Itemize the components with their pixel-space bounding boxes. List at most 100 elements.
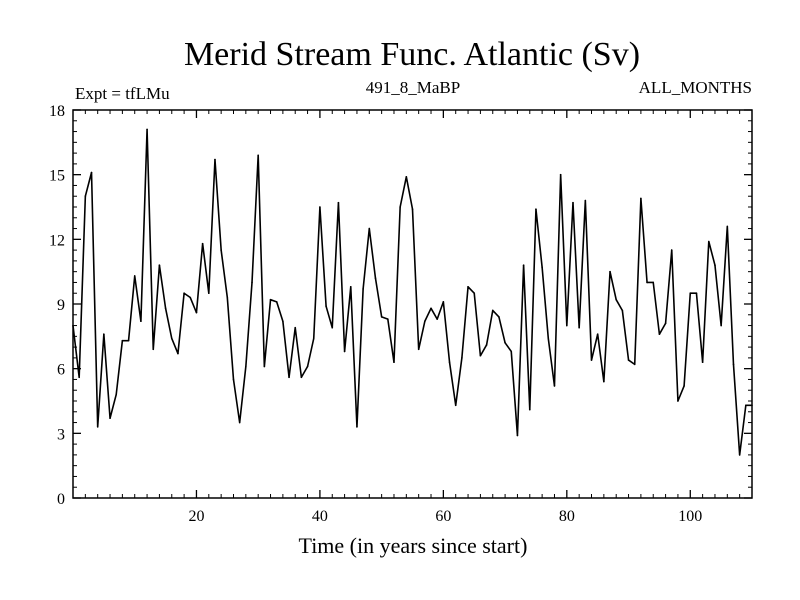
data-point <box>553 385 556 387</box>
data-point <box>664 322 667 325</box>
data-point <box>417 348 420 351</box>
series-line <box>72 128 752 456</box>
data-point <box>473 292 476 295</box>
chart-title: Merid Stream Func. Atlantic (Sv) <box>184 36 640 73</box>
data-point <box>208 292 210 295</box>
data-point <box>646 281 648 284</box>
y-tick-label: 18 <box>49 103 65 120</box>
data-point <box>461 357 463 359</box>
data-point <box>603 380 605 383</box>
x-tick-label: 60 <box>435 508 451 525</box>
data-point <box>504 342 506 344</box>
data-point <box>220 249 222 251</box>
x-tick-label: 20 <box>188 508 204 525</box>
data-point <box>448 361 451 364</box>
data-point <box>677 400 679 402</box>
data-point <box>572 201 574 204</box>
data-point <box>559 173 562 176</box>
data-point <box>547 337 550 340</box>
data-point <box>393 361 395 364</box>
data-point <box>566 324 568 327</box>
data-point <box>245 365 247 368</box>
data-point <box>72 324 74 327</box>
data-point <box>720 324 722 327</box>
data-point <box>275 301 278 303</box>
data-point <box>306 365 309 368</box>
data-point <box>133 275 136 277</box>
data-point <box>491 309 494 312</box>
data-point <box>146 128 148 131</box>
data-point <box>300 376 303 379</box>
data-point <box>467 285 469 288</box>
data-point <box>714 264 716 267</box>
data-point <box>498 316 500 318</box>
data-point <box>751 404 753 407</box>
data-point <box>84 195 87 198</box>
x-tick-label: 40 <box>312 508 328 525</box>
data-point <box>726 225 729 228</box>
data-point <box>411 208 414 210</box>
data-point <box>170 337 173 340</box>
x-axis-label: Time (in years since start) <box>299 533 528 558</box>
data-point <box>127 339 130 342</box>
data-point <box>152 348 155 351</box>
data-point <box>578 326 580 329</box>
data-point <box>140 320 142 323</box>
data-point <box>695 292 698 295</box>
y-tick-label: 9 <box>57 297 65 314</box>
data-point <box>257 154 259 157</box>
y-tick-label: 6 <box>57 362 65 379</box>
data-point <box>627 359 630 361</box>
data-point <box>201 242 204 245</box>
data-point <box>238 421 241 424</box>
data-point <box>442 301 445 303</box>
data-point <box>164 307 167 310</box>
data-point <box>510 350 513 353</box>
data-point <box>374 277 377 279</box>
x-tick-label: 100 <box>678 508 702 525</box>
data-point <box>430 307 432 310</box>
data-point <box>405 176 408 178</box>
data-point <box>214 158 216 161</box>
data-point <box>337 201 340 204</box>
data-point <box>621 309 624 312</box>
data-point <box>343 350 346 353</box>
data-point <box>251 281 253 284</box>
data-point <box>380 316 383 318</box>
data-point <box>615 298 617 301</box>
data-point <box>312 337 315 340</box>
data-point <box>516 434 519 437</box>
data-point <box>269 298 272 301</box>
data-point <box>683 385 685 387</box>
data-point <box>90 171 93 174</box>
y-tick-label: 15 <box>49 168 65 185</box>
data-point <box>640 197 642 200</box>
data-point <box>436 318 438 320</box>
data-point <box>319 206 321 208</box>
data-point <box>387 318 389 320</box>
data-point <box>701 361 704 364</box>
data-point <box>103 333 105 335</box>
data-point <box>263 365 266 368</box>
data-point <box>189 296 192 299</box>
data-point <box>424 320 426 323</box>
data-point <box>399 206 401 208</box>
y-tick-label: 12 <box>49 232 65 249</box>
data-point <box>738 454 741 456</box>
data-point <box>183 292 185 295</box>
data-point <box>349 285 352 288</box>
data-point <box>707 240 710 243</box>
data-point <box>121 339 124 342</box>
data-point <box>689 292 692 295</box>
data-point <box>652 281 655 284</box>
data-point <box>535 208 537 210</box>
data-point <box>356 426 358 428</box>
subtitle-run: 491_8_MaBP <box>366 78 460 97</box>
data-point <box>522 264 525 267</box>
data-point <box>78 376 80 379</box>
x-tick-label: 80 <box>559 508 575 525</box>
axis-ticks <box>72 109 753 499</box>
plot-frame <box>72 109 753 499</box>
data-point <box>658 333 661 335</box>
